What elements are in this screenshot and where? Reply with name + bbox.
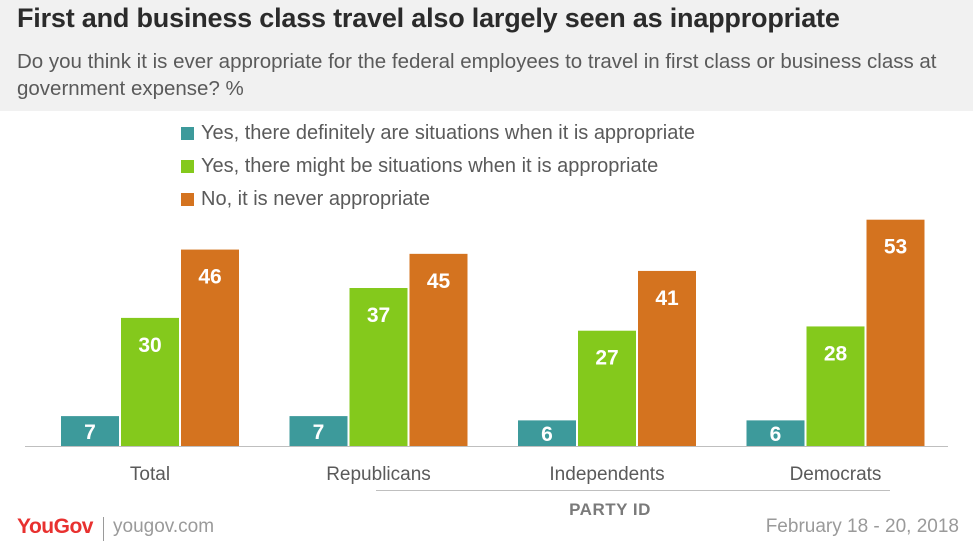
category-label: Total [130,464,170,485]
legend-swatch-green [181,160,194,173]
legend: Yes, there definitely are situations whe… [181,117,695,216]
bar-value-label: 28 [824,342,848,365]
bar-value-label: 27 [595,347,618,370]
legend-item-definitely: Yes, there definitely are situations whe… [181,117,695,150]
bar [289,416,348,446]
chart-title: First and business class travel also lar… [17,3,840,33]
bar-value-label: 30 [138,334,161,357]
bar [121,317,179,446]
bar [349,288,408,446]
bar [409,253,468,446]
bar [746,420,805,446]
chart-subtitle: Do you think it is ever appropriate for … [17,50,937,100]
header-band: First and business class travel also lar… [0,0,973,111]
bar [866,219,925,446]
yougov-logo: YouGov [17,515,93,538]
bar-value-label: 7 [313,421,325,444]
bar-value-label: 6 [770,423,782,446]
bar-value-label: 6 [541,423,553,446]
bar-value-label: 45 [427,270,451,293]
footer-date: February 18 - 20, 2018 [765,516,959,537]
bar-value-label: 41 [655,287,679,310]
bar [181,249,239,446]
category-label: Independents [549,464,664,485]
x-axis-title: PARTY ID [569,500,651,519]
bar [806,326,865,446]
bar [578,330,636,446]
bar-value-label: 46 [198,266,221,289]
legend-label: Yes, there might be situations when it i… [201,155,659,177]
bar-value-label: 7 [84,421,96,444]
legend-label: No, it is never appropriate [201,188,431,210]
footer-site: yougov.com [113,516,215,537]
category-label: Democrats [790,464,882,485]
bar [638,270,696,446]
category-label: Republicans [326,464,431,485]
legend-swatch-teal [181,127,194,140]
legend-swatch-orange [181,193,194,206]
bar-value-label: 37 [367,304,390,327]
legend-label: Yes, there definitely are situations whe… [201,122,695,144]
legend-item-might: Yes, there might be situations when it i… [181,150,695,183]
bar [61,416,119,446]
footer-divider [103,517,104,541]
bar [518,420,576,446]
legend-item-never: No, it is never appropriate [181,183,695,216]
bar-value-label: 53 [884,236,907,259]
